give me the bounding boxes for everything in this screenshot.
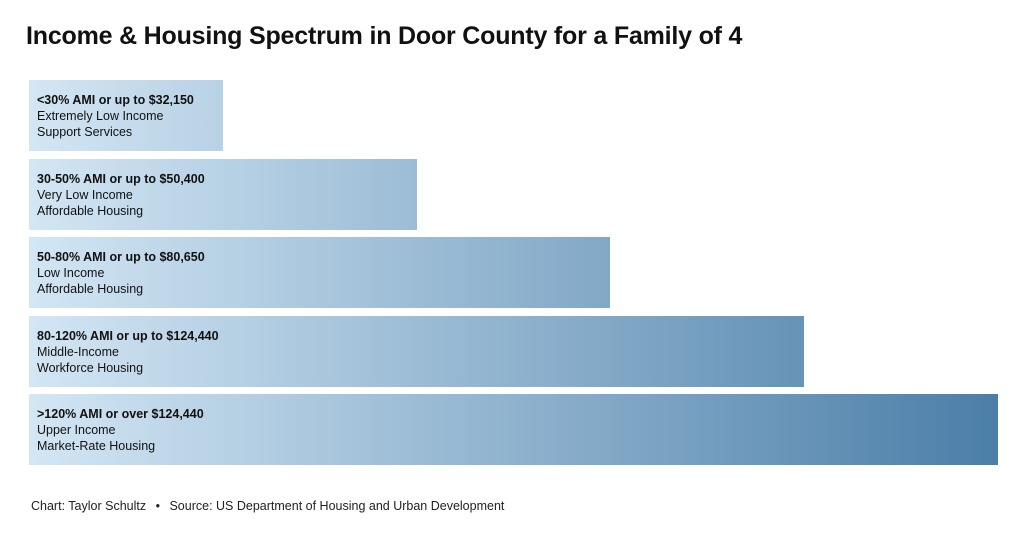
chart-footer: Chart: Taylor Schultz • Source: US Depar… [31, 499, 504, 513]
chart-credit: Chart: Taylor Schultz [31, 499, 147, 513]
bar-range-label: 30-50% AMI or up to $50,400 [37, 171, 205, 186]
bar-income-level: Middle-Income [37, 344, 119, 359]
bar-income-level: Upper Income [37, 422, 116, 437]
bar-housing-type: Market-Rate Housing [37, 438, 156, 453]
footer-separator: • [155, 499, 160, 513]
bar-housing-type: Support Services [37, 124, 133, 139]
bar: <30% AMI or up to $32,150 Extremely Low I… [29, 80, 223, 151]
bar-range-label: <30% AMI or up to $32,150 [37, 92, 194, 107]
bar-housing-type: Affordable Housing [37, 203, 144, 218]
bar-label: <30% AMI or up to $32,150 Extremely Low I… [37, 92, 194, 140]
chart-source: Source: US Department of Housing and Urb… [169, 499, 505, 513]
bar-income-level: Very Low Income [37, 187, 133, 202]
bar-housing-type: Affordable Housing [37, 281, 144, 296]
bar-range-label: >120% AMI or over $124,440 [37, 406, 204, 421]
bar-income-level: Low Income [37, 265, 105, 280]
bar: 80-120% AMI or up to $124,440 Middle-Inco… [29, 316, 804, 387]
bar-range-label: 80-120% AMI or up to $124,440 [37, 328, 219, 343]
bar: 30-50% AMI or up to $50,400 Very Low Inco… [29, 159, 417, 230]
bar-label: 80-120% AMI or up to $124,440 Middle-Inco… [37, 328, 219, 376]
bar: 50-80% AMI or up to $80,650 Low Income Aff… [29, 237, 610, 308]
bar-income-level: Extremely Low Income [37, 108, 164, 123]
bar-label: 50-80% AMI or up to $80,650 Low Income Aff… [37, 249, 205, 297]
bar-label: 30-50% AMI or up to $50,400 Very Low Inco… [37, 171, 205, 219]
bar: >120% AMI or over $124,440 Upper Income Ma… [29, 394, 998, 465]
bar-label: >120% AMI or over $124,440 Upper Income Ma… [37, 406, 204, 454]
bar-range-label: 50-80% AMI or up to $80,650 [37, 249, 205, 264]
chart-title: Income & Housing Spectrum in Door County… [26, 22, 743, 50]
bar-housing-type: Workforce Housing [37, 360, 144, 375]
